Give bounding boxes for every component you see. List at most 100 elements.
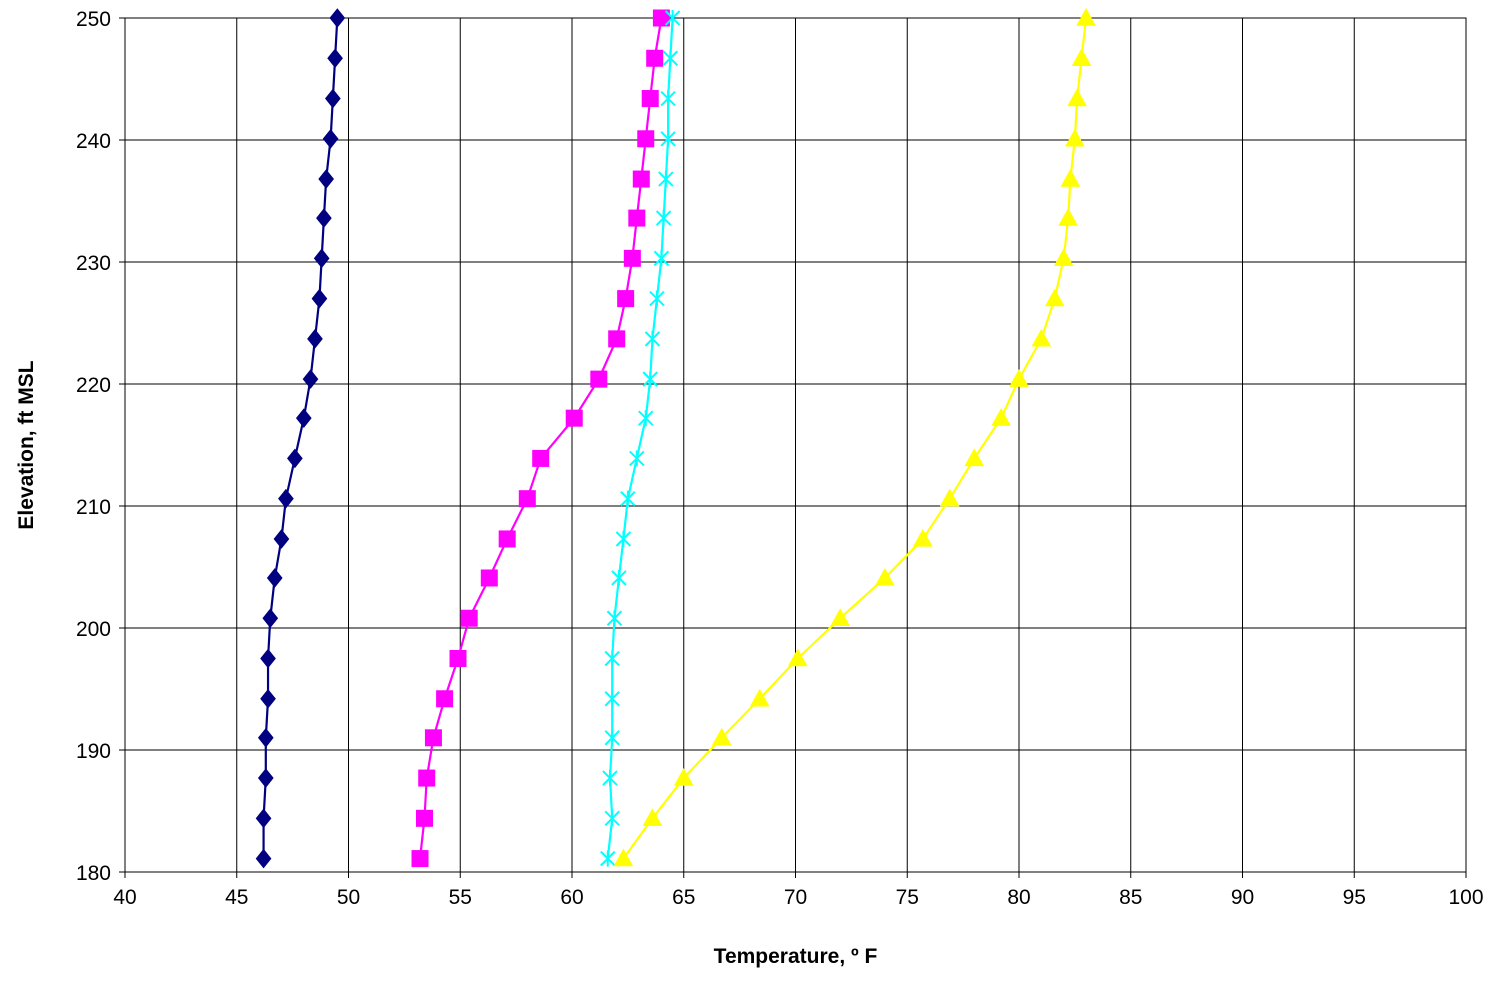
data-point — [436, 690, 454, 708]
data-point — [991, 408, 1011, 426]
data-point — [278, 488, 294, 509]
data-point — [327, 48, 343, 69]
data-point — [449, 650, 467, 667]
data-point — [655, 210, 672, 227]
data-point — [653, 250, 670, 267]
grid-layer — [119, 17, 1467, 878]
plot-frame — [124, 17, 1467, 873]
data-point — [307, 329, 323, 349]
data-point — [460, 609, 478, 627]
data-point — [418, 769, 436, 787]
data-point — [604, 729, 620, 746]
y-tick-label: 220 — [76, 374, 111, 397]
y-tick-label: 230 — [76, 252, 111, 275]
data-point — [532, 449, 550, 467]
data-point — [660, 130, 676, 147]
data-point — [565, 409, 583, 427]
data-point — [664, 10, 681, 26]
data-point — [329, 8, 346, 28]
data-point — [658, 171, 674, 188]
data-point — [255, 848, 272, 869]
data-point — [411, 850, 429, 868]
data-point — [660, 90, 676, 107]
data-point — [875, 567, 895, 586]
x-tick-label: 45 — [225, 886, 248, 909]
y-tick-label: 200 — [76, 618, 111, 641]
data-point — [646, 49, 664, 67]
x-tick-labels: 40 45 50 55 60 65 70 75 80 85 90 95 100 — [113, 886, 1483, 909]
data-point — [255, 808, 272, 829]
data-point — [632, 170, 650, 188]
data-point — [642, 371, 658, 388]
x-tick-label: 95 — [1343, 886, 1366, 909]
data-point — [644, 330, 661, 347]
data-point — [302, 369, 319, 389]
y-tick-label: 180 — [76, 862, 111, 885]
data-point — [604, 650, 620, 667]
data-point — [257, 727, 274, 748]
data-point — [1065, 128, 1085, 147]
data-point — [480, 569, 498, 587]
data-point — [964, 448, 985, 467]
data-point — [606, 610, 623, 627]
data-point — [649, 290, 665, 307]
data-point — [498, 530, 516, 548]
series-line — [418, 16, 663, 860]
data-point — [939, 488, 960, 507]
data-point — [608, 330, 626, 348]
data-point — [662, 50, 679, 67]
data-point — [615, 530, 632, 547]
data-point — [602, 770, 618, 787]
y-tick-label: 210 — [76, 496, 111, 519]
data-point — [830, 608, 851, 626]
data-point — [424, 729, 442, 747]
data-point — [1044, 288, 1065, 307]
data-point — [1060, 169, 1081, 187]
series-diamond — [255, 8, 346, 869]
data-point — [787, 648, 808, 667]
data-point — [262, 608, 279, 629]
data-point — [590, 370, 608, 388]
data-point — [316, 208, 332, 228]
data-point — [642, 808, 663, 827]
x-tick-label: 55 — [449, 886, 472, 909]
series-line — [606, 16, 674, 860]
data-point — [1058, 208, 1079, 226]
series-line — [262, 16, 339, 860]
x-tick-label: 85 — [1119, 886, 1142, 909]
series-line — [622, 16, 1088, 860]
x-tick-label: 70 — [784, 886, 807, 909]
data-point — [628, 209, 646, 227]
data-point — [1009, 369, 1029, 387]
y-tick-label: 240 — [76, 130, 111, 153]
data-point — [641, 90, 659, 108]
y-tick-label: 250 — [76, 8, 111, 31]
series-triangle — [613, 7, 1096, 867]
data-point — [415, 809, 433, 827]
data-point — [637, 130, 655, 148]
data-point — [623, 249, 641, 267]
data-point — [1053, 248, 1074, 267]
data-point — [629, 450, 645, 467]
data-point — [913, 528, 933, 547]
y-tick-label: 190 — [76, 740, 111, 763]
series-x — [600, 10, 681, 867]
data-point — [260, 648, 276, 669]
x-tick-label: 90 — [1231, 886, 1254, 909]
x-tick-label: 65 — [672, 886, 695, 909]
data-point — [613, 848, 634, 867]
y-axis-title: Elevation, ft MSL — [15, 360, 38, 529]
data-point — [1071, 48, 1092, 66]
data-point — [266, 568, 283, 588]
x-tick-label: 50 — [337, 886, 360, 909]
data-point — [1076, 7, 1096, 26]
data-point — [638, 410, 654, 427]
data-point — [604, 690, 620, 707]
x-tick-label: 80 — [1007, 886, 1030, 909]
series-layer — [255, 7, 1096, 869]
data-point — [325, 88, 341, 109]
series-square — [411, 9, 670, 868]
data-point — [260, 688, 276, 709]
